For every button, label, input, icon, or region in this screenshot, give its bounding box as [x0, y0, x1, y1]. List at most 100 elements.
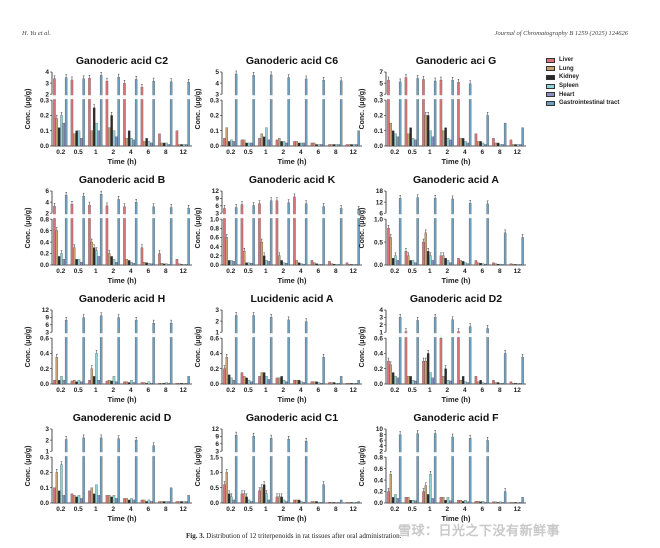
bar-spleen [77, 259, 81, 266]
x-tick-label: 0.2 [56, 149, 65, 156]
bar-kidney [315, 381, 318, 385]
x-tick-label: 6 [146, 149, 150, 156]
bar-spleen [317, 382, 321, 385]
y-axis-label: Conc. (μg/g) [195, 208, 202, 249]
bar-lung [125, 259, 129, 266]
bar-spleen [147, 263, 151, 266]
bar-lung [295, 141, 299, 147]
bar-lung [295, 380, 299, 385]
bar-heart [167, 501, 171, 504]
bar-liver [293, 141, 296, 147]
bar-spleen [95, 353, 98, 385]
bar-spleen [411, 260, 415, 266]
x-tick-label: 1 [264, 268, 268, 275]
bar-kidney [409, 500, 412, 504]
bar-gastrointestinal-tract [269, 438, 273, 504]
bar-gastrointestinal-tract [451, 436, 454, 504]
axis-break [386, 214, 527, 219]
x-tick-label: 12 [514, 506, 522, 513]
bar-heart [267, 379, 271, 385]
bar-spleen [95, 122, 98, 147]
y-tick-label: 6 [379, 437, 383, 444]
x-tick-label: 1 [428, 506, 432, 513]
bar-gastrointestinal-tract [234, 435, 238, 504]
y-tick-label: 0.0 [210, 500, 219, 507]
bar-spleen [230, 139, 233, 147]
axis-break [222, 95, 363, 100]
bar-lung [243, 493, 246, 504]
bar-heart [232, 141, 236, 147]
bar-gastrointestinal-tract [322, 357, 325, 385]
bar-liver [275, 200, 279, 266]
axis-break [52, 333, 193, 338]
bar-liver [439, 337, 443, 385]
bar-lung [494, 263, 498, 266]
x-tick-label: 8 [498, 149, 502, 156]
bar-kidney [350, 502, 353, 504]
y-tick-label: 2 [45, 210, 49, 217]
x-tick-label: 0.2 [226, 149, 235, 156]
bar-lung [260, 241, 264, 266]
y-tick-label: 3 [379, 315, 383, 322]
bar-heart [62, 122, 66, 147]
bar-heart [167, 383, 171, 385]
y-tick-label: 0.2 [210, 113, 219, 120]
bar-gastrointestinal-tract [486, 203, 489, 266]
bar-spleen [481, 501, 485, 504]
bar-liver [328, 382, 331, 385]
bar-heart [320, 144, 323, 147]
x-tick-label: 4 [463, 506, 467, 513]
y-tick-label: 0.3 [40, 454, 49, 461]
bar-heart [132, 382, 136, 385]
bar-lung [424, 232, 428, 266]
x-tick-label: 12 [350, 387, 358, 394]
y-tick-label: 18 [376, 188, 384, 195]
bar-kidney [245, 496, 248, 504]
x-axis-label: Time (h) [441, 514, 471, 523]
bar-gastrointestinal-tract [468, 83, 472, 147]
chart-title: Ganoderic acid C2 [76, 55, 168, 67]
bar-gastrointestinal-tract [304, 441, 308, 504]
bar-liver [158, 383, 161, 385]
bar-lung [225, 357, 229, 385]
x-tick-label: 0.5 [244, 268, 253, 275]
bar-kidney [496, 142, 500, 147]
x-tick-label: 2 [445, 268, 449, 275]
bar-gastrointestinal-tract [82, 196, 85, 266]
legend-item-gastrointestinal-tract: Gastrointestinal tract [546, 99, 619, 108]
bar-heart [62, 495, 66, 504]
bar-spleen [95, 484, 98, 504]
bar-spleen [464, 500, 467, 504]
bar-heart [185, 383, 188, 385]
bar-gastrointestinal-tract [169, 487, 173, 504]
bar-spleen [352, 502, 356, 504]
bar-lung [143, 141, 146, 147]
x-tick-label: 8 [498, 387, 502, 394]
y-tick-label: 0.4 [40, 239, 49, 246]
x-tick-label: 1 [94, 149, 98, 156]
bar-kidney [409, 127, 412, 147]
bar-lung [125, 381, 129, 385]
bar-heart [337, 383, 341, 385]
x-tick-label: 1 [428, 387, 432, 394]
bar-lung [73, 133, 76, 147]
legend: Liver Lung Kidney Spleen Heart Gastrointestin… [546, 56, 619, 108]
bar-lung [348, 144, 351, 147]
legend-label: Liver [559, 57, 574, 64]
bar-gastrointestinal-tract [64, 77, 68, 147]
bar-kidney [479, 263, 482, 266]
axis-break [222, 333, 363, 338]
bar-liver [457, 82, 460, 147]
y-axis-label: Conc. (μg/g) [25, 446, 32, 487]
bar-lung [442, 497, 445, 504]
bar-liver [240, 139, 244, 147]
bar-lung [108, 127, 111, 147]
bar-gastrointestinal-tract [99, 194, 103, 266]
x-tick-label: 8 [164, 506, 168, 513]
bar-spleen [182, 264, 186, 266]
bar-spleen [282, 141, 286, 147]
x-tick-label: 0.2 [390, 387, 399, 394]
bar-lung [477, 381, 480, 385]
bar-kidney [110, 115, 113, 147]
x-tick-label: 8 [164, 268, 168, 275]
